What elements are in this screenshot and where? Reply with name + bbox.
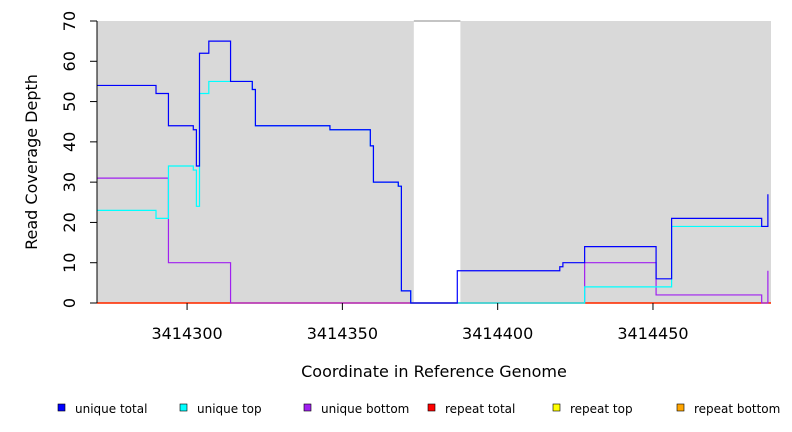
x-tick-label: 3414300 (151, 324, 222, 343)
legend-swatch (179, 403, 188, 412)
legend-swatch (303, 403, 312, 412)
legend-label: repeat top (570, 402, 633, 416)
legend-swatch (57, 403, 66, 412)
x-tick-label: 3414400 (462, 324, 533, 343)
y-tick-label: 0 (60, 298, 79, 308)
y-axis-title: Read Coverage Depth (22, 74, 41, 250)
legend-swatch (427, 403, 436, 412)
y-tick-label: 10 (60, 253, 79, 273)
legend-swatch (676, 403, 685, 412)
x-tick-label: 3414450 (617, 324, 688, 343)
legend-label: repeat total (445, 402, 515, 416)
legend-label: repeat bottom (694, 402, 780, 416)
y-tick-label: 30 (60, 172, 79, 192)
series-line-unique-total (97, 40, 769, 304)
y-tick-label: 50 (60, 91, 79, 111)
y-tick-label: 60 (60, 51, 79, 71)
series-layer (97, 40, 771, 304)
legend-label: unique total (75, 402, 147, 416)
legend-label: unique bottom (321, 402, 409, 416)
y-tick-label: 40 (60, 132, 79, 152)
y-tick-label: 70 (60, 11, 79, 31)
axes-layer: 0 10 20 30 40 50 60 70 3414300 3414350 3414400 3414… (60, 11, 689, 343)
x-axis-title: Coordinate in Reference Genome (301, 362, 567, 381)
x-tick-label: 3414350 (307, 324, 378, 343)
legend: unique total unique top unique bottom repea… (57, 402, 780, 416)
legend-swatch (552, 403, 561, 412)
legend-label: unique top (197, 402, 262, 416)
gap-region (413, 21, 461, 303)
y-tick-label: 20 (60, 212, 79, 232)
